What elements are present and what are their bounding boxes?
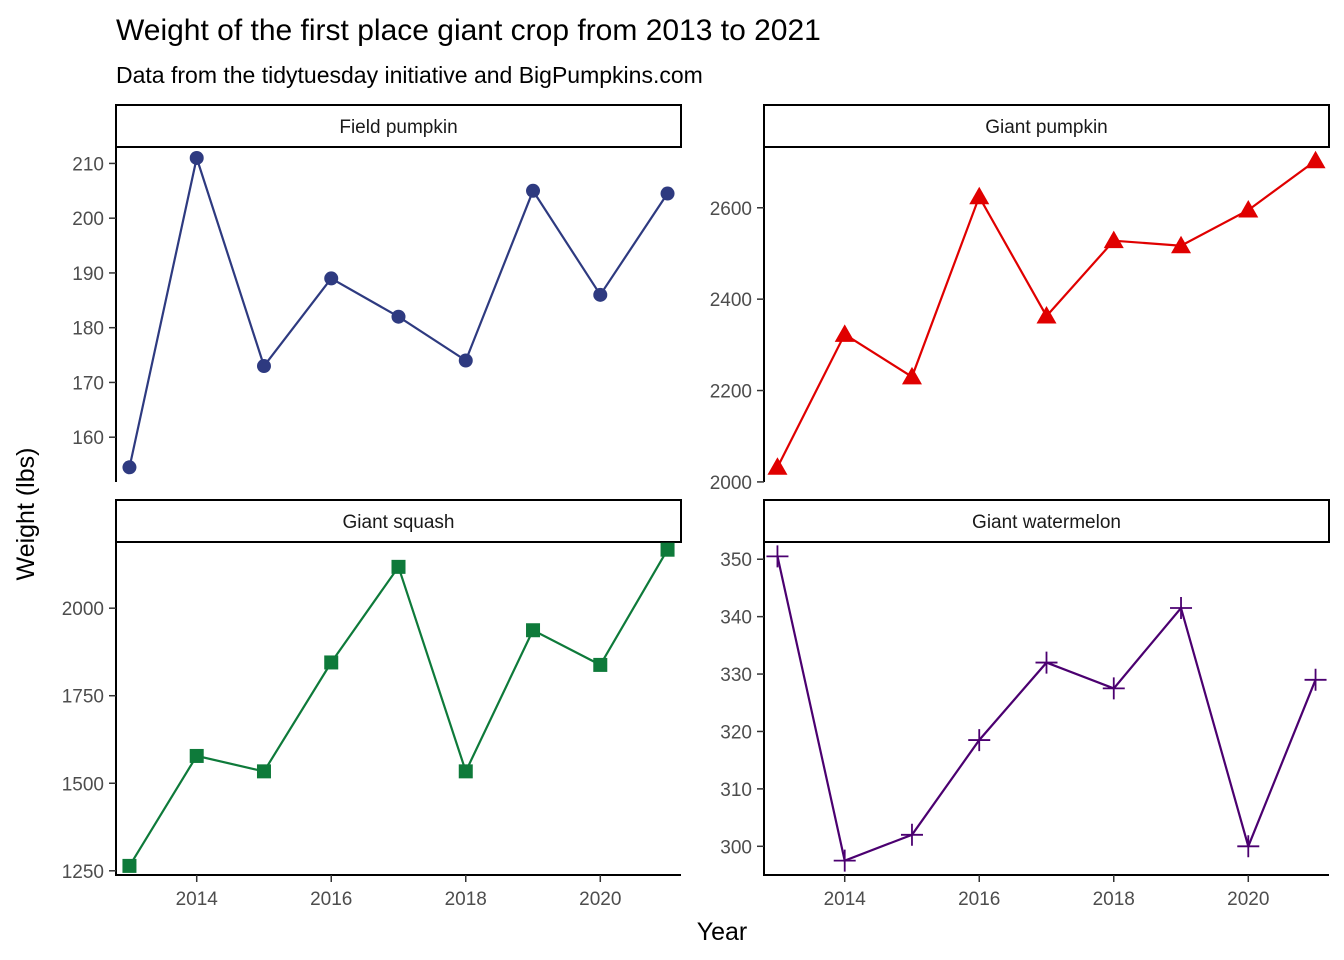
facet-strip-giant-pumpkin [763,104,1330,148]
data-point-giant-pumpkin-2020 [1238,200,1259,218]
y-tick-label: 2600 [710,199,752,220]
y-tick-label: 160 [72,428,104,449]
data-point-giant-pumpkin-2015 [901,366,922,385]
y-tick-label: 2000 [710,473,752,494]
data-point-giant-pumpkin-2018 [1103,230,1124,249]
data-point-giant-watermelon-2014 [833,849,856,872]
data-point-giant-squash-2019 [526,623,541,638]
data-point-giant-watermelon-2017 [1035,651,1058,674]
y-tick-label: 190 [72,264,104,285]
facet-strip-label: Giant squash [343,512,455,533]
chart-title: Weight of the first place giant crop fro… [116,14,821,47]
x-axis-label: Year [697,918,748,946]
facet-strip-giant-watermelon [763,499,1330,543]
data-point-field-pumpkin-2018 [458,353,473,368]
y-tick-label: 330 [720,665,752,686]
y-tick-label: 320 [720,722,752,743]
data-point-giant-pumpkin-2016 [969,186,990,205]
data-point-giant-watermelon-2019 [1170,597,1193,620]
data-point-giant-watermelon-2016 [968,729,991,752]
y-tick-label: 210 [72,154,104,175]
data-point-giant-squash-2015 [256,764,271,779]
series-line-giant-squash [128,549,669,867]
data-point-giant-squash-2014 [189,748,204,763]
data-point-field-pumpkin-2015 [256,359,271,374]
facet-strip-giant-squash [115,499,682,543]
x-tick-label: 2014 [824,889,867,910]
data-point-giant-pumpkin-2014 [834,324,855,342]
x-tick-label: 2016 [310,889,352,910]
data-point-giant-squash-2020 [593,657,608,672]
y-tick-label: 350 [720,550,752,571]
panel-field-pumpkin: Field pumpkin 160 170 180 190 200 210 [72,104,682,482]
series-line-giant-watermelon [776,556,1317,863]
x-tick-label: 2020 [579,889,621,910]
data-point-field-pumpkin-2014 [189,150,204,165]
y-tick-label: 1500 [62,774,104,795]
data-point-field-pumpkin-2013 [122,460,137,475]
facet-panels: Field pumpkin 160 170 180 190 200 210 Giant pum… [62,104,1330,910]
y-axis-label: Weight (lbs) [12,448,40,581]
facet-strip-label: Giant watermelon [972,512,1121,533]
facet-strip-label: Giant pumpkin [985,117,1108,138]
y-tick-label: 170 [72,373,104,394]
data-point-giant-squash-2016 [324,655,339,670]
data-point-giant-pumpkin-2017 [1036,306,1057,324]
data-point-giant-watermelon-2021 [1304,668,1327,691]
panel-giant-pumpkin: Giant pumpkin 2000 2200 2400 2600 [710,104,1330,494]
data-point-field-pumpkin-2017 [391,309,406,324]
x-tick-label: 2018 [445,889,487,910]
panel-giant-squash: Giant squash 1250 1500 1750 2000 2014 2016 2018… [62,499,682,910]
y-tick-label: 1750 [62,687,104,708]
data-point-field-pumpkin-2020 [593,287,608,302]
panel-giant-watermelon: Giant watermelon 300 310 320 330 340 350 2014 20… [720,499,1330,910]
y-tick-label: 2400 [710,290,752,311]
y-tick-label: 180 [72,319,104,340]
data-point-giant-squash-2017 [391,559,406,574]
y-tick-label: 1250 [62,862,104,883]
y-tick-label: 310 [720,780,752,801]
x-tick-label: 2020 [1227,889,1269,910]
data-point-field-pumpkin-2021 [660,186,675,201]
data-point-giant-watermelon-2013 [766,545,789,568]
data-point-giant-pumpkin-2019 [1171,235,1192,254]
data-point-giant-squash-2018 [458,764,473,779]
data-point-giant-pumpkin-2021 [1305,150,1326,169]
data-point-field-pumpkin-2016 [324,271,339,286]
data-point-giant-watermelon-2020 [1237,835,1260,858]
chart-subtitle: Data from the tidytuesday initiative and… [116,62,703,88]
data-point-giant-pumpkin-2013 [767,457,788,475]
x-tick-label: 2014 [176,889,219,910]
data-point-giant-squash-2021 [660,542,675,557]
data-point-field-pumpkin-2019 [526,183,541,198]
x-tick-label: 2018 [1093,889,1135,910]
facet-strip-label: Field pumpkin [339,117,457,138]
y-tick-label: 300 [720,837,752,858]
data-point-giant-watermelon-2018 [1102,677,1125,700]
y-tick-label: 340 [720,608,752,629]
y-tick-label: 200 [72,209,104,230]
y-tick-label: 2200 [710,382,752,403]
x-tick-label: 2016 [958,889,1000,910]
facet-strip-field-pumpkin [115,104,682,148]
y-tick-label: 2000 [62,599,104,620]
data-point-giant-squash-2013 [122,858,137,873]
data-point-giant-watermelon-2015 [900,823,923,846]
